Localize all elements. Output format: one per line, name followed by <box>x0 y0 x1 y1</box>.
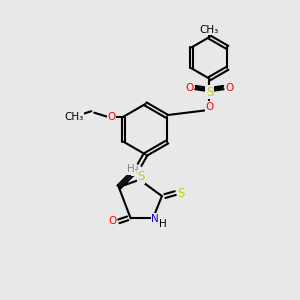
Text: O: O <box>185 82 194 93</box>
Text: CH₃: CH₃ <box>65 112 84 122</box>
Text: H: H <box>127 164 135 174</box>
Text: H: H <box>160 219 167 229</box>
Text: S: S <box>137 170 145 183</box>
Text: O: O <box>109 216 117 226</box>
Text: S: S <box>206 85 213 98</box>
Text: H: H <box>131 166 139 176</box>
Text: O: O <box>225 82 233 93</box>
Text: O: O <box>205 102 214 112</box>
Text: S: S <box>178 187 185 200</box>
Text: N: N <box>152 214 159 224</box>
Text: O: O <box>108 112 116 122</box>
Text: CH₃: CH₃ <box>200 25 219 34</box>
